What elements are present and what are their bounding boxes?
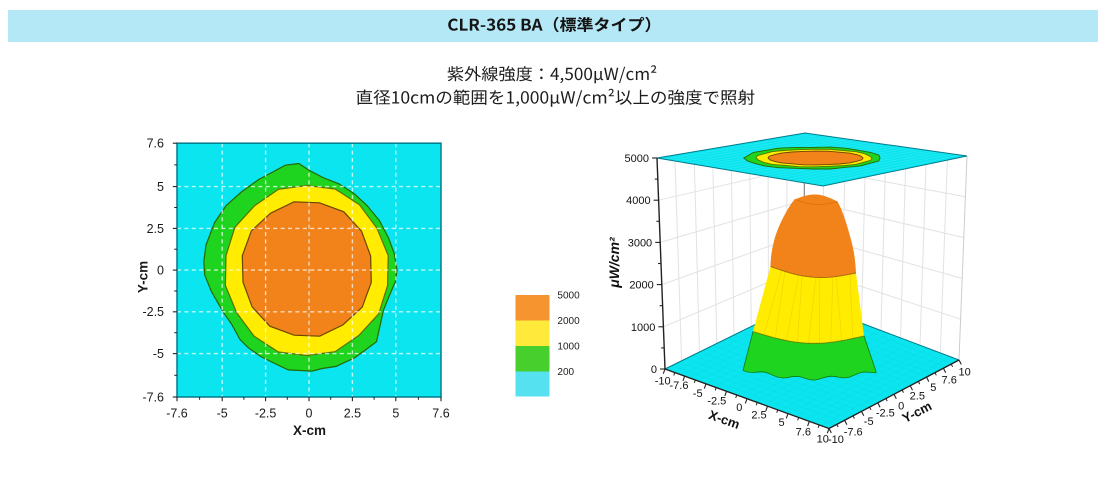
svg-text:3000: 3000 (628, 237, 652, 249)
svg-text:5000: 5000 (557, 291, 580, 302)
svg-text:-2.5: -2.5 (707, 396, 726, 408)
svg-text:-7.6: -7.6 (670, 380, 689, 392)
svg-text:-5: -5 (864, 416, 874, 428)
svg-text:X-cm: X-cm (293, 423, 326, 438)
svg-text:0: 0 (736, 402, 742, 414)
svg-text:2.5: 2.5 (751, 409, 766, 421)
svg-text:0: 0 (651, 364, 657, 376)
svg-text:μW/cm²: μW/cm² (606, 237, 622, 289)
svg-text:-5: -5 (217, 407, 228, 421)
svg-text:2000: 2000 (557, 316, 580, 327)
svg-text:1000: 1000 (631, 322, 655, 334)
svg-text:0: 0 (306, 407, 313, 421)
svg-text:5000: 5000 (625, 153, 649, 165)
svg-text:-2.5: -2.5 (876, 408, 895, 420)
svg-text:2000: 2000 (629, 280, 653, 292)
svg-text:0: 0 (157, 264, 164, 278)
svg-text:5: 5 (392, 407, 399, 421)
svg-text:2.5: 2.5 (147, 222, 164, 236)
svg-text:7.6: 7.6 (942, 375, 957, 387)
svg-text:2.5: 2.5 (344, 407, 361, 421)
svg-text:-7.6: -7.6 (166, 407, 188, 421)
svg-text:-10: -10 (828, 434, 844, 446)
svg-text:-5: -5 (693, 388, 703, 400)
svg-text:5: 5 (779, 417, 785, 429)
svg-text:200: 200 (557, 367, 574, 378)
svg-text:4000: 4000 (626, 195, 650, 207)
svg-text:-10: -10 (655, 376, 671, 388)
svg-text:Y-cm: Y-cm (136, 261, 151, 293)
svg-text:5: 5 (930, 382, 936, 394)
svg-text:-2.5: -2.5 (255, 407, 277, 421)
svg-text:7.6: 7.6 (432, 407, 449, 421)
svg-text:-7.6: -7.6 (142, 390, 164, 404)
svg-text:10: 10 (958, 366, 970, 378)
svg-text:1000: 1000 (557, 342, 580, 353)
svg-text:7.6: 7.6 (796, 427, 811, 439)
svg-text:-7.6: -7.6 (844, 426, 863, 438)
svg-text:5: 5 (157, 180, 164, 194)
svg-text:7.6: 7.6 (147, 137, 164, 151)
svg-text:-5: -5 (153, 347, 164, 361)
svg-text:-2.5: -2.5 (142, 305, 164, 319)
